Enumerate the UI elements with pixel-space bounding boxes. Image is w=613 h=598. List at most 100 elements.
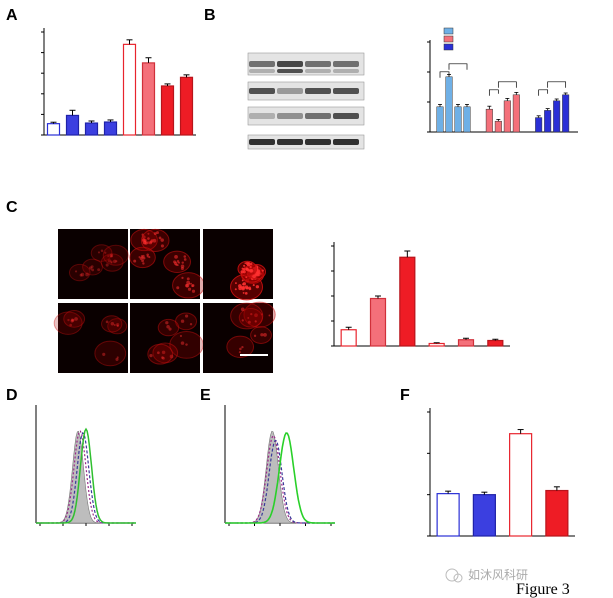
bar — [179, 76, 194, 136]
lysosome-punctum — [183, 258, 187, 261]
lysosome-punctum — [70, 318, 74, 322]
lysosome-punctum — [100, 249, 104, 252]
blot-band — [277, 61, 303, 67]
lysosome-punctum — [254, 320, 257, 323]
lysosome-punctum — [165, 321, 169, 325]
western-blot — [247, 52, 365, 150]
blot-band — [249, 113, 275, 119]
lysosome-punctum — [116, 323, 120, 327]
histogram-fill — [225, 430, 335, 524]
blot-band — [249, 88, 275, 94]
lysosome-punctum — [175, 263, 178, 267]
micrograph-grid — [53, 228, 276, 373]
lysosome-punctum — [79, 273, 83, 277]
lysosome-punctum — [110, 261, 113, 264]
cell-shape — [68, 263, 91, 282]
lysosome-punctum — [238, 351, 241, 354]
lysosome-punctum — [255, 285, 260, 289]
chart-a — [41, 28, 196, 136]
lysosome-punctum — [244, 262, 247, 265]
histogram-curve — [225, 439, 335, 524]
bar — [503, 100, 511, 133]
panel-label-d: D — [6, 387, 18, 404]
lysosome-punctum — [168, 327, 172, 331]
cell-shape — [90, 244, 113, 262]
lysosome-punctum — [268, 314, 271, 317]
lysosome-punctum — [107, 259, 112, 263]
lysosome-punctum — [180, 319, 185, 323]
wechat-icon — [445, 568, 459, 582]
lysosome-punctum — [74, 317, 78, 321]
bar — [399, 256, 416, 347]
cell-shape — [175, 312, 198, 331]
lysosome-punctum — [153, 232, 157, 235]
bar — [485, 108, 493, 133]
bar — [445, 76, 453, 133]
significance-bracket — [547, 81, 567, 88]
lysosome-punctum — [241, 319, 244, 322]
lysosome-punctum — [247, 317, 250, 319]
blot-band — [333, 113, 359, 119]
bar — [553, 100, 561, 133]
lysosome-punctum — [241, 267, 244, 270]
bar — [84, 122, 99, 136]
significance-bracket — [497, 81, 517, 88]
blot-band — [249, 139, 275, 145]
chart-c — [331, 242, 510, 347]
legend-swatch — [443, 27, 454, 35]
lysosome-punctum — [180, 266, 184, 270]
wechat-icon-dot — [453, 573, 463, 583]
lysosome-punctum — [247, 320, 251, 324]
bar — [544, 110, 552, 133]
bar — [487, 339, 504, 347]
blot-band — [305, 61, 331, 67]
lysosome-punctum — [113, 323, 116, 326]
cell-shape — [107, 318, 128, 335]
bar — [65, 114, 80, 136]
cell-shape — [94, 340, 127, 367]
bar — [463, 106, 471, 133]
significance-bracket — [538, 89, 549, 96]
blot-band — [277, 88, 303, 94]
lysosome-punctum — [184, 314, 189, 318]
bar — [436, 493, 460, 537]
lysosome-punctum — [104, 251, 107, 254]
cell-shape — [147, 343, 174, 365]
lysosome-punctum — [133, 259, 137, 263]
lysosome-punctum — [102, 352, 106, 356]
bar — [160, 85, 175, 136]
bar — [509, 433, 533, 537]
lysosome-punctum — [245, 261, 250, 265]
lysosome-punctum — [144, 241, 148, 245]
cell-shape — [82, 258, 103, 276]
lysosome-punctum — [263, 332, 267, 337]
bar — [103, 121, 118, 136]
lysosome-punctum — [115, 260, 118, 263]
bar — [512, 94, 520, 133]
lysosome-punctum — [188, 282, 191, 285]
lysosome-punctum — [157, 351, 160, 355]
lysosome-punctum — [169, 354, 174, 359]
blot-band — [277, 113, 303, 119]
bar — [454, 106, 462, 133]
lysosome-punctum — [191, 289, 196, 293]
watermark: 如沐风科研 — [445, 567, 528, 583]
lysosome-punctum — [173, 260, 177, 264]
lysosome-punctum — [242, 291, 245, 294]
cell-shape — [100, 253, 124, 272]
lysosome-punctum — [146, 253, 149, 257]
panel-label-c: C — [6, 199, 18, 216]
lysosome-punctum — [74, 270, 78, 273]
lysosome-punctum — [242, 282, 247, 286]
lysosome-punctum — [110, 322, 115, 326]
lysosome-punctum — [252, 284, 255, 287]
lysosome-punctum — [109, 253, 114, 258]
cell-shape — [226, 335, 255, 358]
lysosome-punctum — [116, 324, 119, 328]
lysosome-punctum — [241, 279, 244, 282]
lysosome-punctum — [248, 288, 251, 291]
lysosome-punctum — [116, 356, 119, 359]
flow-histogram-d — [35, 405, 136, 526]
lysosome-punctum — [149, 353, 153, 358]
